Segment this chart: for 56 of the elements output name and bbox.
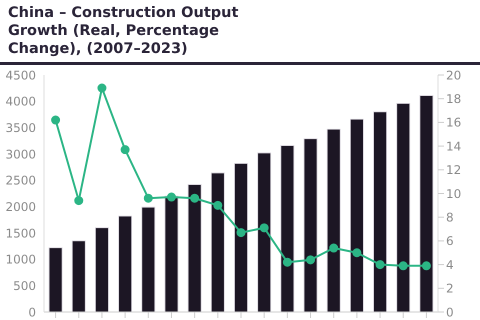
bar — [48, 247, 62, 312]
y-tick-label: 1500 — [5, 226, 36, 240]
y2-tick-label: 14 — [446, 139, 462, 154]
y2-tick-label: 6 — [446, 234, 454, 248]
bar — [350, 118, 364, 312]
bar — [95, 227, 109, 312]
point — [329, 244, 338, 253]
y2-tick-label: 10 — [446, 186, 462, 201]
y2-tick-label: 0 — [446, 305, 454, 320]
y-tick-label: 2500 — [5, 174, 36, 188]
y2-tick-label: 18 — [446, 92, 462, 106]
y-tick-label: 3500 — [5, 120, 36, 135]
point — [144, 194, 153, 203]
bar — [72, 240, 86, 312]
chart-title: China – Construction Output Growth (Real, Percentage Change), (2007–2023) — [7, 4, 240, 58]
y2-tick-label: 2 — [446, 282, 454, 296]
y-tick-label: 2000 — [5, 200, 36, 214]
y-tick-label: 1000 — [5, 252, 36, 267]
point — [166, 192, 176, 202]
bar — [210, 172, 225, 312]
point — [352, 248, 362, 258]
y-tick-label: 4500 — [5, 68, 36, 82]
bar — [257, 152, 272, 312]
point — [398, 261, 408, 270]
bar — [420, 95, 434, 312]
y-tick-label: 500 — [13, 278, 36, 293]
bar — [304, 138, 318, 312]
point — [190, 194, 200, 203]
point — [213, 200, 222, 210]
bar — [188, 184, 202, 312]
y-tick-label: 3000 — [5, 147, 36, 162]
y-tick-label: 4000 — [5, 94, 36, 109]
bar — [326, 128, 341, 312]
bar — [280, 145, 294, 312]
bar — [164, 196, 178, 312]
bar — [141, 206, 156, 312]
bar — [373, 111, 387, 312]
point — [306, 255, 316, 264]
y2-tick-label: 16 — [446, 116, 462, 130]
bar — [234, 163, 248, 312]
point — [74, 196, 84, 206]
point — [120, 145, 130, 154]
point — [236, 228, 246, 238]
point — [260, 223, 269, 232]
y2-tick-label: 8 — [446, 210, 454, 224]
point — [376, 260, 385, 270]
point — [51, 116, 60, 125]
bar — [396, 103, 410, 312]
y2-tick-label: 20 — [446, 68, 462, 82]
bar — [118, 216, 132, 312]
y-tick-label: 0 — [28, 305, 36, 320]
y2-tick-label: 12 — [446, 163, 462, 178]
point — [422, 261, 431, 270]
point — [282, 258, 292, 267]
y2-tick-label: 4 — [446, 258, 454, 272]
point — [97, 84, 106, 93]
